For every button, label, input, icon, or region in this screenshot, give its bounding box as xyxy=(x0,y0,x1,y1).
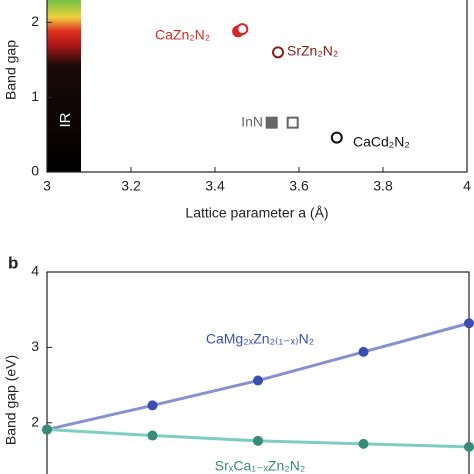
y-tick-label: 3 xyxy=(31,338,39,354)
plot-frame xyxy=(46,271,470,474)
point xyxy=(464,318,474,329)
point xyxy=(464,441,474,452)
plot-frame xyxy=(46,0,468,173)
x-tick-label: 4 xyxy=(463,178,471,194)
point xyxy=(286,116,299,129)
point xyxy=(236,23,249,36)
y-tick-label: 0 xyxy=(31,163,39,179)
x-tick-label: 3.2 xyxy=(121,178,141,194)
y-tick-label: 4 xyxy=(31,263,39,279)
point xyxy=(358,346,369,357)
point xyxy=(253,435,263,446)
point xyxy=(272,46,284,59)
point xyxy=(42,424,52,435)
point xyxy=(147,400,158,411)
point xyxy=(358,438,369,449)
x-tick-label: 3.8 xyxy=(373,178,393,194)
ir-band xyxy=(47,0,81,172)
series-label: SrₓCa₁₋ₓZn₂N₂ xyxy=(215,458,306,474)
point-label: CaZn₂N₂ xyxy=(155,27,210,43)
point xyxy=(147,430,158,441)
panel-label: b xyxy=(8,253,18,272)
x-axis-label: Lattice parameter a (Å) xyxy=(185,205,328,221)
x-tick-label: 3.4 xyxy=(205,178,225,194)
band-label: IR xyxy=(57,112,74,127)
y-tick-label: 2 xyxy=(31,413,39,429)
y-tick-label: 1 xyxy=(31,88,39,104)
x-tick-label: 3.6 xyxy=(289,178,309,194)
point-label: SrZn₂N₂ xyxy=(287,43,338,59)
point-label: InN xyxy=(241,114,263,130)
point xyxy=(330,131,343,144)
point xyxy=(265,116,278,129)
series-label: CaMg₂ₓZn₂₍₁₋ₓ₎N₂ xyxy=(206,331,314,347)
y-axis-label: Band gap (eV) xyxy=(3,355,19,445)
y-axis-label: Band gap xyxy=(3,40,19,100)
x-tick-label: 3 xyxy=(43,178,51,194)
point-label: CaCd₂N₂ xyxy=(353,134,410,150)
point xyxy=(253,375,263,386)
y-tick-label: 2 xyxy=(31,13,39,29)
